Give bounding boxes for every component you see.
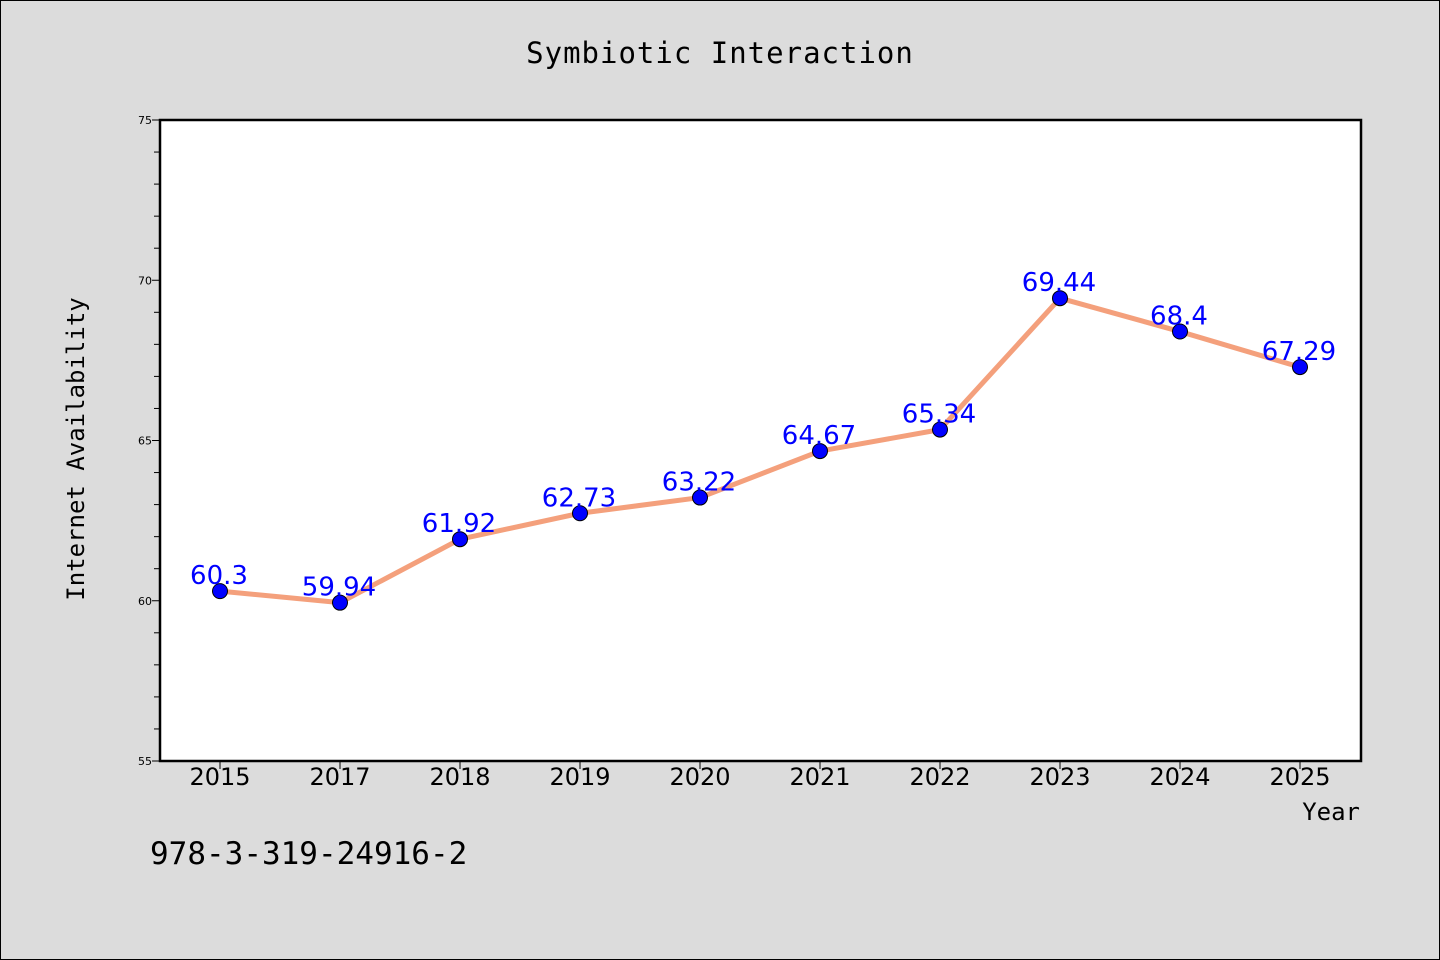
data-point [932,421,948,438]
data-label: 61.92 [422,509,496,539]
x-tick-label: 2023 [1029,763,1090,791]
x-tick-label: 2020 [669,763,730,791]
data-label: 60.3 [190,561,248,591]
x-tick-label: 2018 [429,763,490,791]
data-point [572,505,588,522]
data-label: 67.29 [1262,337,1336,367]
data-label: 64.67 [782,421,856,451]
y-tick-label: 55 [138,755,152,768]
y-tick-label: 65 [138,435,152,448]
x-tick-label: 2024 [1149,763,1210,791]
y-axis-label: Internet Availability [62,297,90,600]
footer-code: 978-3-319-24916-2 [150,836,467,872]
y-tick-label: 70 [138,274,152,287]
series-line-group [212,290,1308,611]
data-label: 63.22 [662,468,736,498]
x-axis-ticks: 2015 2017 2018 2019 2020 2021 2022 2023 2024 2025 [189,761,1331,791]
x-tick-label: 2017 [309,763,370,791]
data-point [1292,359,1308,376]
data-point [812,443,828,460]
series-line [217,295,1303,606]
x-tick-label: 2022 [909,763,970,791]
x-tick-label: 2021 [789,763,850,791]
data-labels-group: 60.3 59.94 61.92 62.73 63.22 64.67 65.34 69.44 6… [190,268,1336,602]
y-axis-ticks: 55 60 65 70 75 [138,114,160,768]
data-point [332,594,348,611]
x-tick-label: 2025 [1269,763,1330,791]
x-tick-label: 2015 [189,763,250,791]
data-label: 69.44 [1022,268,1096,298]
chart-title: Symbiotic Interaction [526,36,914,70]
data-label: 62.73 [542,483,616,513]
data-point [212,583,228,600]
plot-area [158,118,1363,763]
data-point [452,531,468,548]
data-label: 68.4 [1150,302,1208,332]
x-axis-label: Year [1302,798,1360,826]
y-tick-label: 75 [138,114,152,127]
data-label: 65.34 [902,400,976,430]
data-label: 59.94 [302,573,376,603]
y-tick-label: 60 [138,595,152,608]
data-point [1052,290,1068,307]
data-point [1172,323,1188,340]
x-tick-label: 2019 [549,763,610,791]
data-point [692,489,708,506]
